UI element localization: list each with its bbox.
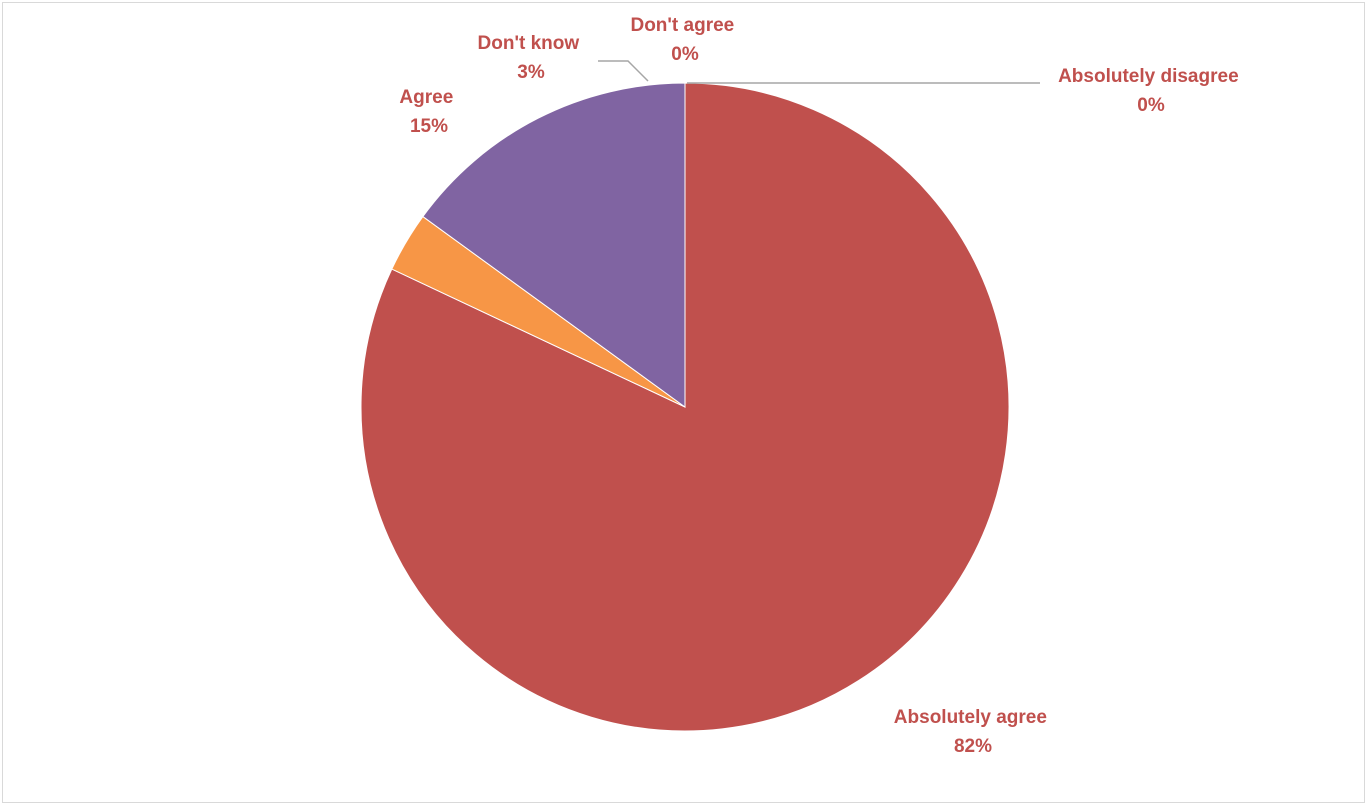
label-agree: Agree 15%: [399, 87, 458, 137]
label-absolutely-agree-percent: 82%: [954, 736, 992, 757]
label-absolutely-disagree-percent: 0%: [1137, 95, 1165, 116]
pie-slices: [360, 82, 1010, 732]
label-agree-category: Agree: [399, 87, 453, 108]
leader-line-dont-agree: [598, 60, 649, 82]
label-dont-know-category: Don't know: [478, 33, 580, 54]
label-dont-know-percent: 3%: [517, 62, 545, 83]
label-dont-agree: Don't agree 0%: [630, 15, 739, 65]
label-agree-percent: 15%: [410, 116, 448, 137]
label-absolutely-agree: Absolutely agree 82%: [894, 707, 1052, 757]
label-dont-know: Don't know 3%: [478, 33, 585, 83]
label-absolutely-disagree-category: Absolutely disagree: [1058, 66, 1239, 87]
label-dont-agree-category: Don't agree: [630, 15, 734, 36]
pie-slice-agree: [422, 82, 686, 408]
label-absolutely-agree-category: Absolutely agree: [894, 707, 1047, 728]
leader-lines: [598, 60, 1040, 84]
label-absolutely-disagree: Absolutely disagree 0%: [1058, 66, 1244, 116]
label-dont-agree-percent: 0%: [671, 44, 699, 65]
